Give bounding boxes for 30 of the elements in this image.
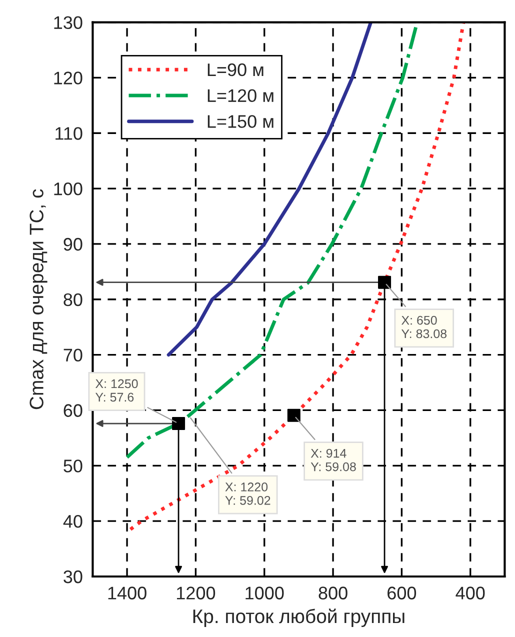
legend-label: L=150 м	[208, 115, 274, 128]
point	[378, 276, 392, 289]
y-tick-label: 120	[54, 72, 82, 84]
legend-label: L=120 м	[208, 89, 274, 102]
x-tick-label: 1200	[176, 586, 216, 600]
y-tick-label: 110	[56, 127, 82, 140]
y-tick-label: 70	[64, 348, 82, 362]
annotation: X: 914 Y: 59.08	[310, 448, 356, 472]
x-tick-label: 800	[318, 586, 348, 600]
y-tick-label: 60	[64, 404, 82, 417]
y-tick-label: 90	[64, 238, 82, 251]
y-axis-title: Cmax для очереди ТС, с	[30, 189, 48, 410]
x-axis-title: Кр. поток любой группы	[193, 608, 404, 628]
x-tick-label: 1000	[246, 586, 284, 600]
point	[172, 417, 186, 430]
y-tick-label: 130	[54, 16, 82, 30]
annotation: X: 1250 Y: 57.6	[95, 379, 138, 402]
x-tick-label: 400	[456, 586, 485, 600]
legend-label: L=90 м	[208, 63, 264, 76]
annotation: X: 650 Y: 83.08	[401, 316, 447, 338]
line-series	[166, 22, 373, 357]
y-tick-label: 80	[64, 293, 82, 306]
x-tick-label: 1400	[108, 586, 146, 600]
y-tick-label: 40	[63, 515, 82, 528]
point	[287, 408, 300, 422]
y-tick-label: 50	[64, 460, 82, 472]
y-tick-label: 30	[64, 570, 82, 584]
x-tick-label: 600	[388, 586, 416, 600]
annotation: X: 1220 Y: 59.02	[225, 482, 270, 505]
y-tick-label: 100	[54, 182, 82, 196]
